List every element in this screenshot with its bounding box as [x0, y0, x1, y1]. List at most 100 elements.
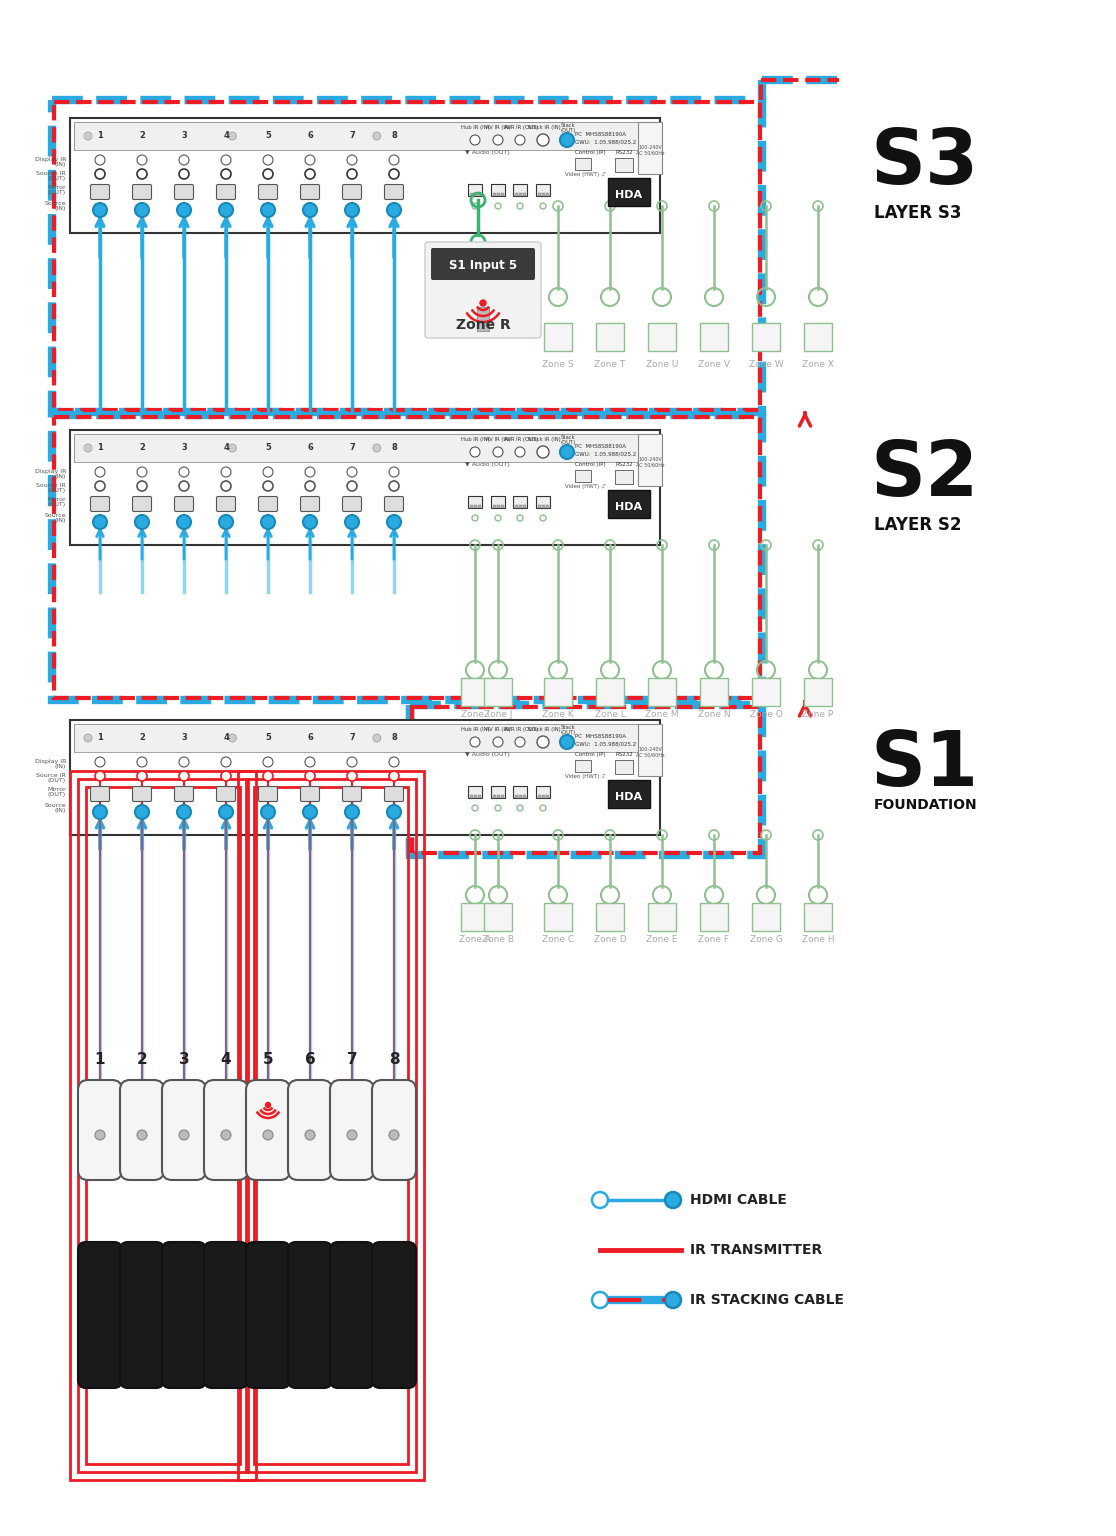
Circle shape	[305, 155, 315, 164]
FancyBboxPatch shape	[425, 243, 541, 338]
FancyBboxPatch shape	[330, 1243, 374, 1389]
Bar	[752, 323, 780, 352]
Circle shape	[373, 132, 381, 140]
Bar	[470, 505, 472, 507]
Text: Control (IP): Control (IP)	[575, 753, 606, 757]
Circle shape	[95, 757, 105, 766]
Text: Source
(IN): Source (IN)	[45, 803, 66, 814]
Bar	[70, 118, 660, 233]
Bar	[410, 705, 762, 856]
Bar	[700, 677, 728, 707]
Text: 3: 3	[179, 1052, 190, 1068]
Bar	[513, 786, 527, 799]
Bar	[86, 786, 240, 1464]
Text: 1: 1	[97, 734, 103, 742]
Circle shape	[305, 467, 315, 478]
Circle shape	[179, 757, 189, 766]
FancyBboxPatch shape	[90, 786, 109, 802]
Bar	[238, 771, 424, 1481]
Text: Video (HWT) ☞: Video (HWT) ☞	[565, 172, 606, 177]
Circle shape	[261, 515, 275, 528]
Bar	[514, 194, 518, 195]
Circle shape	[84, 444, 92, 452]
Bar	[470, 794, 472, 797]
Text: 3: 3	[181, 734, 186, 742]
Text: AVR IR (OUT): AVR IR (OUT)	[504, 438, 538, 442]
Bar	[412, 707, 760, 852]
Text: 7: 7	[349, 734, 355, 742]
FancyBboxPatch shape	[288, 1080, 331, 1180]
Circle shape	[387, 805, 401, 819]
Bar	[500, 194, 503, 195]
Circle shape	[137, 1130, 147, 1140]
Circle shape	[93, 805, 107, 819]
Bar	[484, 903, 512, 931]
FancyBboxPatch shape	[259, 184, 278, 200]
Bar	[491, 496, 506, 508]
Text: ▼ Audio (OUT): ▼ Audio (OUT)	[465, 753, 510, 757]
Bar	[596, 903, 624, 931]
Bar	[74, 121, 656, 151]
Text: GWU:  1.05.988/025.2: GWU: 1.05.988/025.2	[575, 452, 636, 456]
Text: Zone F: Zone F	[699, 935, 730, 945]
Circle shape	[95, 155, 105, 164]
Bar	[473, 194, 477, 195]
Text: AV IR (IN): AV IR (IN)	[485, 438, 510, 442]
Circle shape	[389, 155, 400, 164]
Text: Video (HWT) ☞: Video (HWT) ☞	[565, 774, 606, 779]
Circle shape	[221, 481, 231, 492]
Bar	[492, 505, 496, 507]
Text: FOUNDATION: FOUNDATION	[874, 799, 978, 813]
Text: Source
(IN): Source (IN)	[45, 201, 66, 212]
FancyBboxPatch shape	[78, 1243, 122, 1389]
FancyBboxPatch shape	[259, 786, 278, 802]
Bar	[54, 101, 760, 410]
FancyBboxPatch shape	[259, 496, 278, 511]
Circle shape	[221, 757, 231, 766]
Bar	[70, 720, 660, 836]
Circle shape	[263, 771, 273, 780]
Circle shape	[345, 203, 359, 217]
Circle shape	[137, 169, 147, 180]
Text: 7: 7	[349, 444, 355, 453]
Circle shape	[179, 155, 189, 164]
Circle shape	[389, 169, 400, 180]
Text: 4: 4	[223, 734, 229, 742]
Text: Zone T: Zone T	[595, 359, 626, 369]
Circle shape	[137, 155, 147, 164]
Text: PC  MHS8S88190A: PC MHS8S88190A	[575, 444, 626, 449]
Text: Mirror
(OUT): Mirror (OUT)	[47, 184, 66, 195]
Text: 8: 8	[391, 444, 397, 453]
Circle shape	[229, 444, 237, 452]
Bar	[500, 505, 503, 507]
Circle shape	[84, 132, 92, 140]
Circle shape	[389, 771, 400, 780]
Text: 1: 1	[95, 1052, 105, 1068]
Circle shape	[470, 135, 480, 144]
FancyBboxPatch shape	[78, 1080, 122, 1180]
Text: Zone E: Zone E	[646, 935, 677, 945]
Text: S2: S2	[870, 438, 979, 511]
Bar	[468, 786, 482, 799]
Bar	[497, 794, 500, 797]
Bar	[468, 496, 482, 508]
Circle shape	[305, 771, 315, 780]
Circle shape	[493, 737, 503, 746]
FancyBboxPatch shape	[162, 1243, 206, 1389]
Circle shape	[560, 736, 574, 750]
Bar	[538, 794, 540, 797]
Text: 6: 6	[307, 444, 312, 453]
Text: Source IR
(OUT): Source IR (OUT)	[36, 482, 66, 493]
Circle shape	[263, 169, 273, 180]
Circle shape	[373, 444, 381, 452]
Bar	[78, 779, 248, 1471]
FancyBboxPatch shape	[343, 496, 362, 511]
FancyBboxPatch shape	[246, 1243, 290, 1389]
Bar	[615, 760, 633, 774]
Bar	[491, 786, 506, 799]
Text: Control (IP): Control (IP)	[575, 462, 606, 467]
Circle shape	[179, 1130, 189, 1140]
FancyBboxPatch shape	[174, 184, 193, 200]
FancyBboxPatch shape	[385, 786, 404, 802]
Text: LAYER S3: LAYER S3	[874, 204, 962, 223]
